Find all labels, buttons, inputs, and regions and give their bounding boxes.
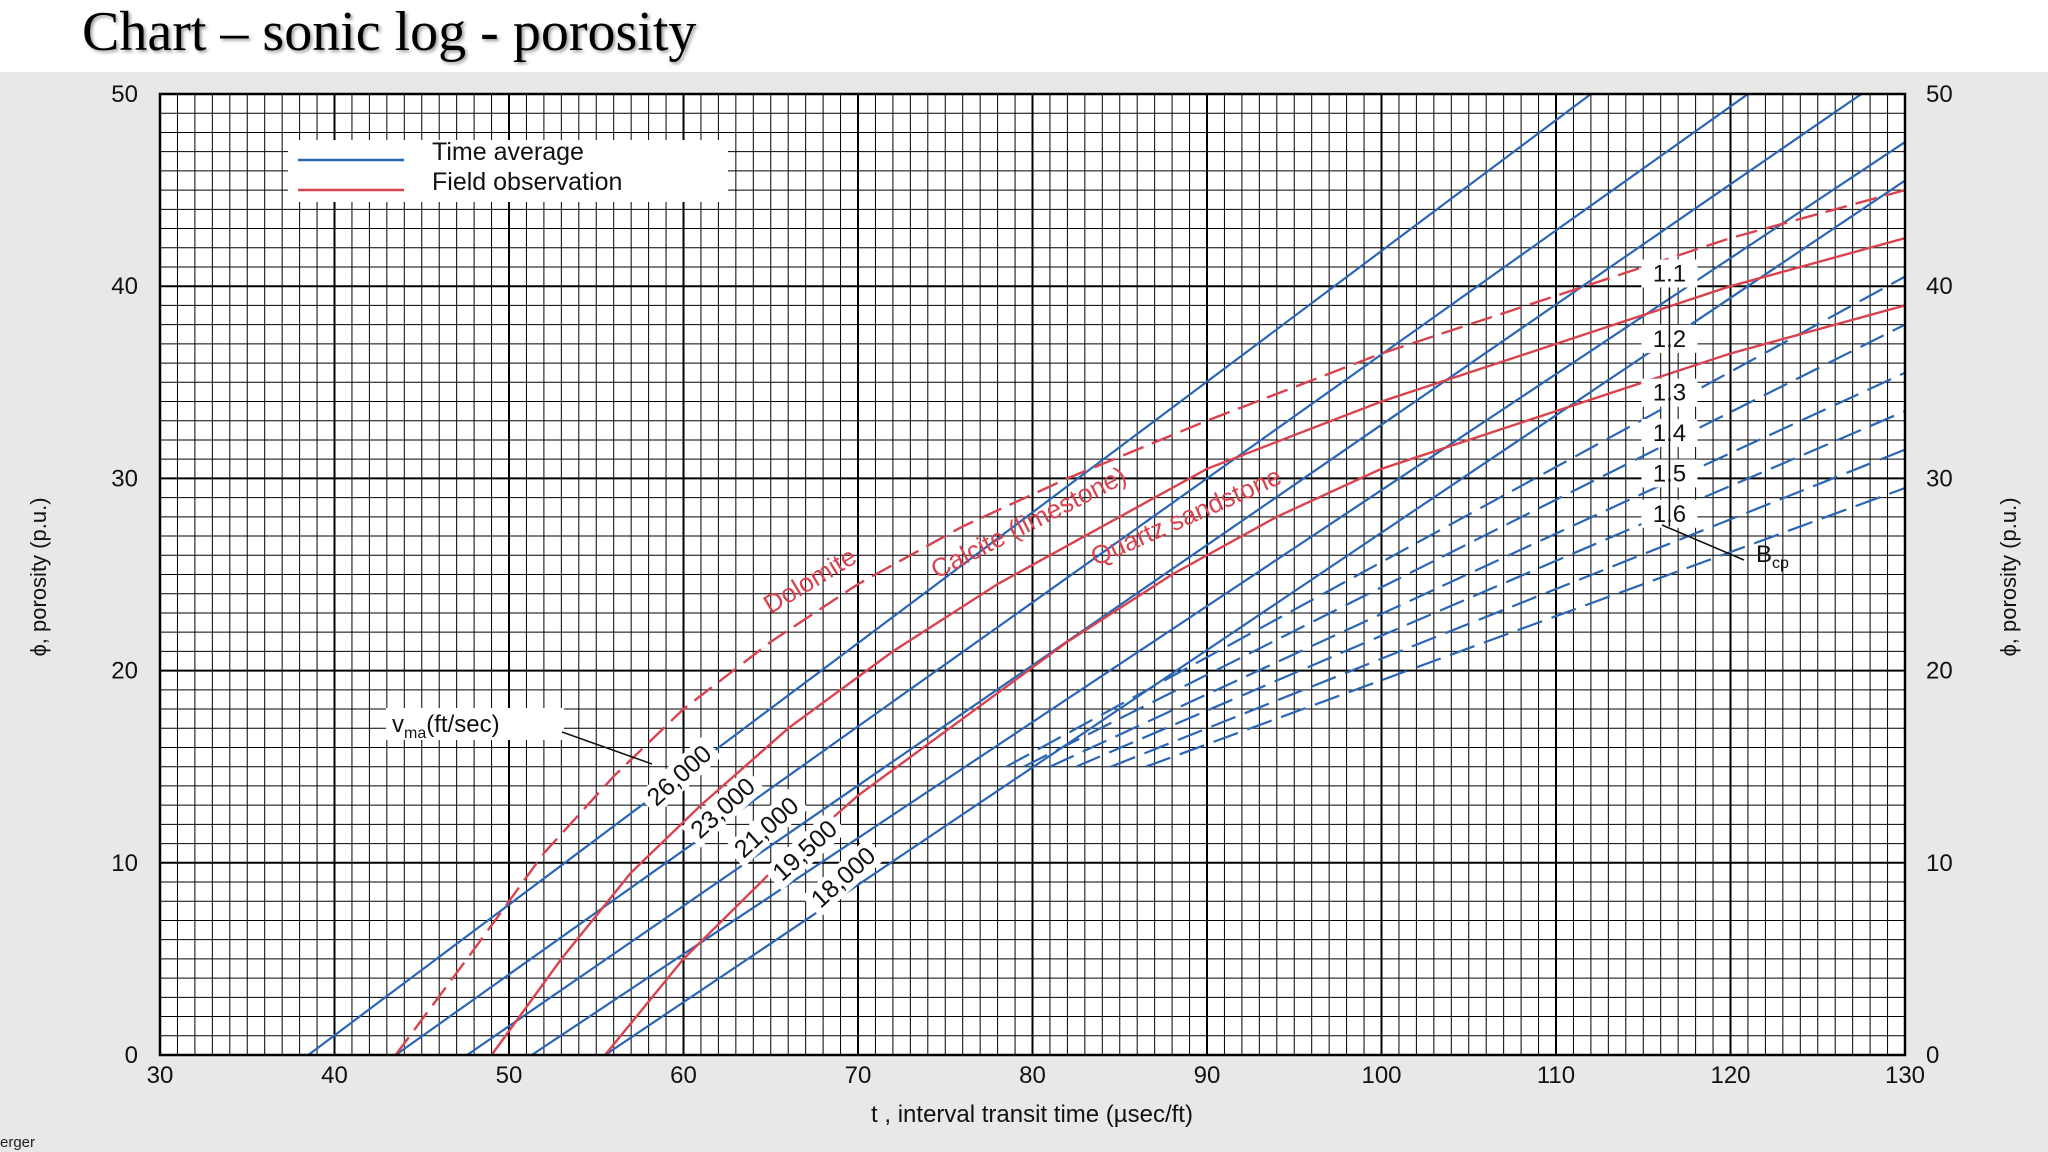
- vma-value-bg: [637, 735, 722, 816]
- time-average-line-19500: [531, 141, 1905, 1055]
- y-tick-label-right: 40: [1926, 273, 1953, 300]
- vma-leader-line: [561, 731, 653, 765]
- vma-label-box: [386, 708, 564, 740]
- x-axis-title: t , interval transit time (µsec/ft): [871, 1101, 1193, 1128]
- bcp-leader-line: [1661, 524, 1745, 561]
- bcp-value-label: 1.1: [1653, 261, 1686, 288]
- y-tick-label-left: 30: [111, 465, 138, 492]
- y-tick-label-right: 0: [1926, 1042, 1939, 1069]
- y-tick-label-right: 20: [1926, 658, 1953, 685]
- series-lines: [307, 94, 1905, 1055]
- bcp-label: Bcp: [1756, 541, 1789, 572]
- compaction-line-1-6: [1145, 486, 1905, 768]
- compaction-line-1-1: [1005, 275, 1905, 768]
- vma-value-bg: [801, 837, 886, 918]
- chart-panel: 30 40 50 60 70 80 90 100 110 120 130 0 0 10 10 20 20 30 30…: [0, 72, 2048, 1152]
- x-tick-label: 70: [845, 1062, 872, 1089]
- x-tick-label: 60: [670, 1062, 697, 1089]
- vma-value-bg: [763, 810, 848, 891]
- x-tick-label: 30: [147, 1062, 174, 1089]
- compaction-line-1-4: [1075, 410, 1905, 768]
- legend-label-time-average: Time average: [432, 138, 584, 166]
- y-axis-title-left: ϕ, porosity (p.u.): [26, 497, 51, 656]
- vma-callout: vma(ft/sec): [386, 708, 653, 765]
- x-tick-label: 110: [1537, 1062, 1575, 1089]
- time-average-line-23000: [394, 94, 1749, 1055]
- x-tick-label: 80: [1019, 1062, 1046, 1089]
- y-tick-label-left: 20: [111, 658, 138, 685]
- legend-label-field-observation: Field observation: [432, 168, 622, 196]
- compaction-line-1-2: [1023, 323, 1905, 768]
- y-tick-label-left: 10: [111, 850, 138, 877]
- field-curve-quartz-sandstone: [604, 304, 1905, 1055]
- y-tick-label-left: 40: [111, 273, 138, 300]
- vma-label: vma(ft/sec): [392, 711, 500, 742]
- time-average-line-21000: [466, 94, 1863, 1055]
- x-tick-label: 40: [321, 1062, 348, 1089]
- vma-value-bg: [681, 768, 766, 849]
- time-average-line-26000: [307, 94, 1592, 1055]
- bcp-callout: Bcp: [1661, 524, 1789, 572]
- x-tick-label: 90: [1194, 1062, 1221, 1089]
- bcp-subscript: cp: [1772, 555, 1789, 572]
- vma-value-bg: [724, 787, 809, 868]
- field-curve-dolomite: [394, 188, 1905, 1055]
- bcp-b: B: [1756, 541, 1772, 568]
- bcp-value-bg: [1641, 259, 1698, 288]
- y-axis-title-right: ϕ, porosity (p.u.): [1996, 497, 2021, 656]
- vma-subscript: ma: [404, 725, 426, 742]
- x-tick-label: 50: [496, 1062, 523, 1089]
- slide-title: Chart – sonic log - porosity: [82, 1, 697, 63]
- plot-frame: [158, 92, 1907, 1057]
- field-curve-calcite-limestone-: [490, 236, 1905, 1055]
- legend: Time average Field observation: [288, 138, 728, 202]
- vma-v: v: [392, 711, 404, 738]
- y-tick-label-left: 50: [111, 81, 138, 108]
- x-tick-label: 120: [1710, 1062, 1750, 1089]
- legend-box: [288, 140, 728, 202]
- grid: [159, 93, 1906, 1056]
- x-tick-label: 100: [1361, 1062, 1401, 1089]
- y-tick-label-right: 30: [1926, 465, 1953, 492]
- vma-unit: (ft/sec): [426, 711, 499, 738]
- y-tick-label-right: 50: [1926, 81, 1953, 108]
- y-tick-label-left: 0: [125, 1042, 138, 1069]
- x-tick-label: 130: [1885, 1062, 1925, 1089]
- footer-note: erger: [0, 1134, 36, 1151]
- y-tick-label-right: 10: [1926, 850, 1953, 877]
- compaction-line-1-3: [1049, 371, 1905, 768]
